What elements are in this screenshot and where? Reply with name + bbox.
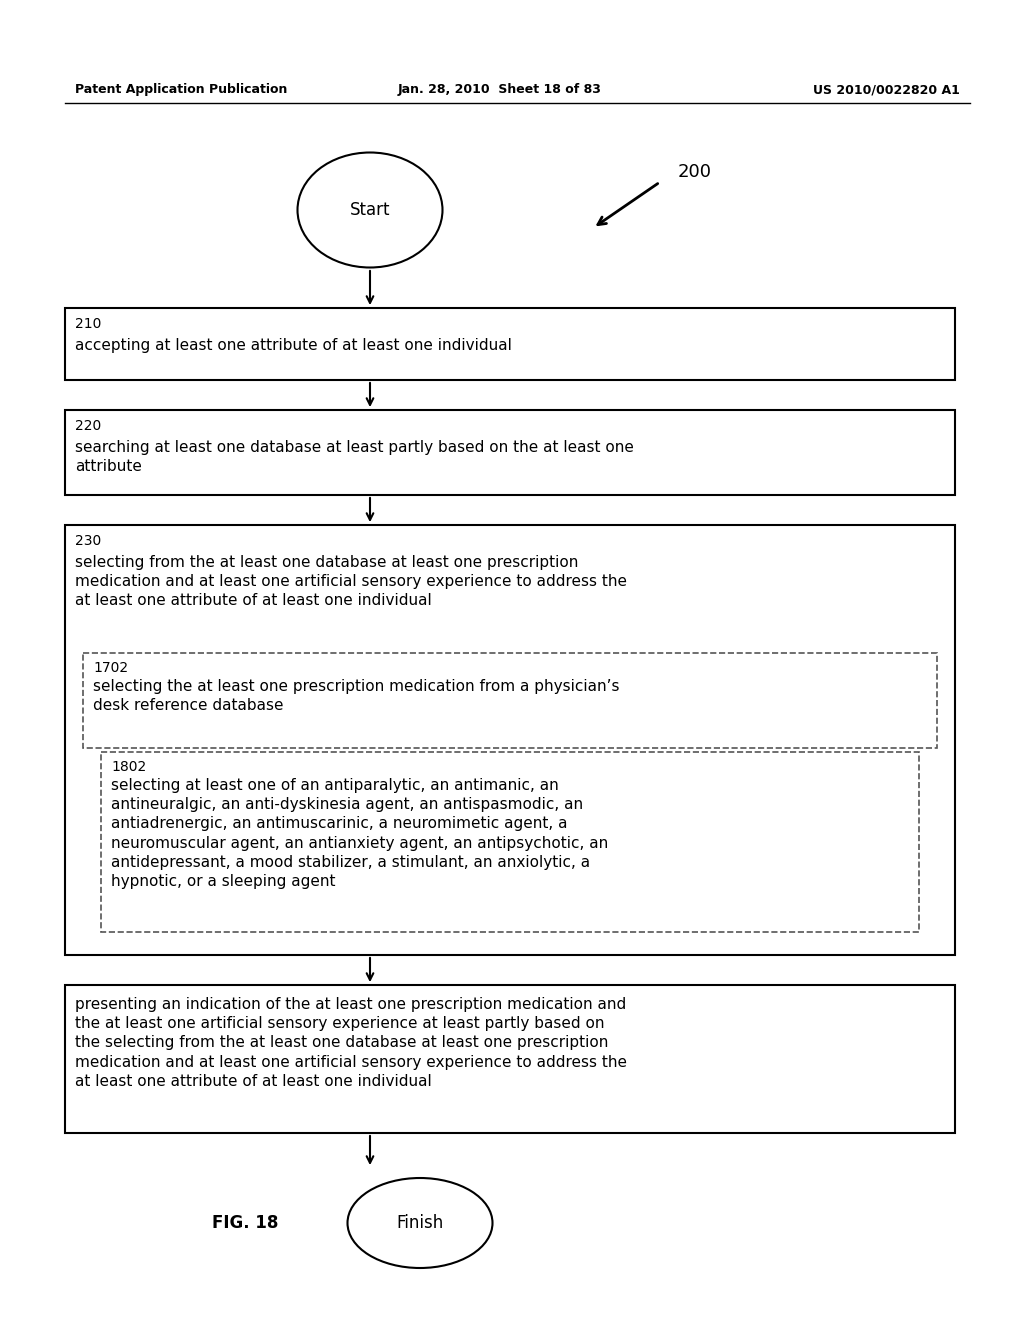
- Text: selecting from the at least one database at least one prescription
medication an: selecting from the at least one database…: [75, 554, 627, 609]
- Text: Patent Application Publication: Patent Application Publication: [75, 83, 288, 96]
- Bar: [65, 985, 955, 1133]
- Text: 1802: 1802: [111, 760, 146, 774]
- Bar: [65, 525, 955, 954]
- Text: 1702: 1702: [93, 661, 128, 675]
- Text: Jan. 28, 2010  Sheet 18 of 83: Jan. 28, 2010 Sheet 18 of 83: [398, 83, 602, 96]
- Text: selecting at least one of an antiparalytic, an antimanic, an
antineuralgic, an a: selecting at least one of an antiparalyt…: [111, 777, 608, 888]
- Text: presenting an indication of the at least one prescription medication and
the at : presenting an indication of the at least…: [75, 997, 627, 1089]
- Text: US 2010/0022820 A1: US 2010/0022820 A1: [813, 83, 961, 96]
- Text: 200: 200: [678, 162, 712, 181]
- Text: searching at least one database at least partly based on the at least one
attrib: searching at least one database at least…: [75, 440, 634, 474]
- Text: 230: 230: [75, 535, 101, 548]
- Bar: [101, 752, 919, 932]
- Text: 210: 210: [75, 317, 101, 331]
- Text: Finish: Finish: [396, 1214, 443, 1232]
- Text: selecting the at least one prescription medication from a physician’s
desk refer: selecting the at least one prescription …: [93, 678, 620, 713]
- Bar: [83, 653, 937, 748]
- Text: 220: 220: [75, 418, 101, 433]
- Text: Start: Start: [350, 201, 390, 219]
- Text: FIG. 18: FIG. 18: [212, 1214, 279, 1232]
- Bar: [65, 411, 955, 495]
- Bar: [65, 308, 955, 380]
- Text: accepting at least one attribute of at least one individual: accepting at least one attribute of at l…: [75, 338, 512, 352]
